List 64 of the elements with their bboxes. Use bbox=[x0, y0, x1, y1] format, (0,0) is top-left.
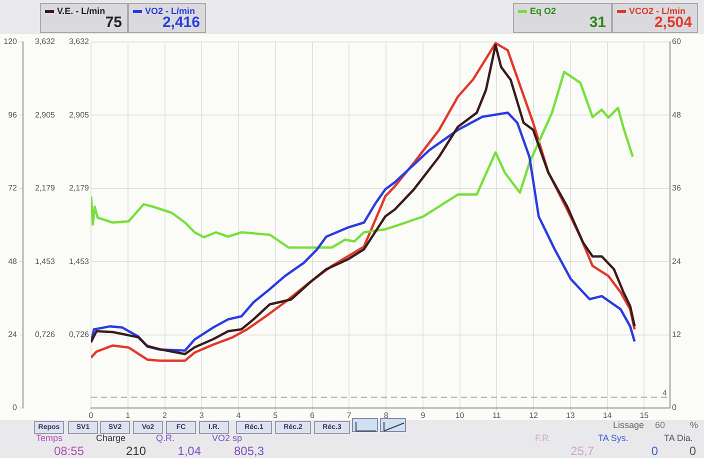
text: 31 bbox=[589, 14, 606, 31]
y-tick-label: 48 bbox=[8, 256, 18, 266]
y-tick-label: 120 bbox=[4, 37, 18, 46]
y3-tick-label: 48 bbox=[672, 110, 682, 120]
y2-tick-label: 2,179 bbox=[68, 184, 90, 193]
legend-label: VCO2 - L/min bbox=[629, 6, 686, 16]
text: 2,416 bbox=[162, 14, 200, 31]
text: 08:55 bbox=[54, 444, 84, 458]
text: 0,726 bbox=[34, 330, 55, 340]
text: Charge bbox=[96, 433, 126, 443]
text: 805,3 bbox=[234, 444, 264, 458]
text: VO2 sp bbox=[212, 433, 242, 443]
text: 1,04 bbox=[178, 444, 201, 458]
text: % bbox=[690, 420, 698, 430]
x-tick-label: 10 bbox=[455, 411, 465, 420]
y3-tick-label: 12 bbox=[672, 330, 682, 340]
text: 60 bbox=[655, 420, 666, 430]
x-tick-label: 5 bbox=[273, 411, 278, 420]
text: TA Sys. bbox=[598, 433, 628, 443]
x-tick-label: 7 bbox=[346, 411, 352, 420]
x-tick-label: 14 bbox=[602, 411, 612, 420]
text: 25,7 bbox=[570, 444, 594, 458]
legend-label: VO2 - L/min bbox=[145, 6, 196, 16]
x-tick-label: 4 bbox=[236, 411, 242, 420]
x-tick-label: 2 bbox=[162, 411, 168, 420]
y-tick-label: 0 bbox=[12, 403, 18, 412]
y2-tick-label: 3,632 bbox=[68, 37, 90, 46]
x-tick-label: 11 bbox=[492, 411, 502, 420]
text: 210 bbox=[126, 444, 146, 458]
text: 2,504 bbox=[654, 14, 692, 31]
x-tick-label: 9 bbox=[420, 411, 426, 420]
text: 75 bbox=[105, 14, 122, 31]
text: Lissage bbox=[613, 420, 644, 430]
y3-tick-label: 60 bbox=[672, 37, 682, 46]
x-tick-label: 13 bbox=[566, 411, 576, 420]
text: 2,905 bbox=[34, 110, 55, 120]
x-tick-label: 12 bbox=[529, 411, 539, 420]
y3-tick-label: 36 bbox=[672, 184, 682, 193]
y3-tick-label: 24 bbox=[672, 256, 682, 266]
y2-tick-label: 1,453 bbox=[68, 256, 90, 266]
y2-tick-label: 2,905 bbox=[68, 110, 90, 120]
y-tick-label: 72 bbox=[8, 184, 18, 193]
text: TA Dia. bbox=[664, 433, 693, 443]
legend-label: V.E. - L/min bbox=[57, 6, 106, 16]
x-tick-label: 0 bbox=[88, 411, 94, 420]
x-tick-label: 6 bbox=[310, 411, 316, 420]
text: Q.R. bbox=[156, 433, 175, 443]
text: F.R. bbox=[535, 433, 552, 443]
text: 1,453 bbox=[34, 256, 55, 266]
y3-tick-label: 0 bbox=[672, 403, 677, 412]
x-tick-label: 1 bbox=[126, 411, 131, 420]
y-tick-label: 96 bbox=[8, 110, 18, 120]
legend-label: Eq O2 bbox=[530, 6, 556, 16]
ref-line-label: 4 bbox=[662, 388, 668, 398]
text: 3,632 bbox=[34, 37, 55, 46]
y2-tick-label: 0,726 bbox=[68, 330, 90, 340]
x-tick-label: 8 bbox=[384, 411, 389, 420]
x-tick-label: 15 bbox=[640, 411, 650, 420]
text: 2,179 bbox=[34, 184, 55, 193]
text: 0 bbox=[689, 444, 696, 458]
x-tick-label: 3 bbox=[199, 411, 204, 420]
text: Temps bbox=[36, 433, 63, 443]
text: 0 bbox=[651, 444, 658, 458]
y-tick-label: 24 bbox=[8, 330, 18, 340]
